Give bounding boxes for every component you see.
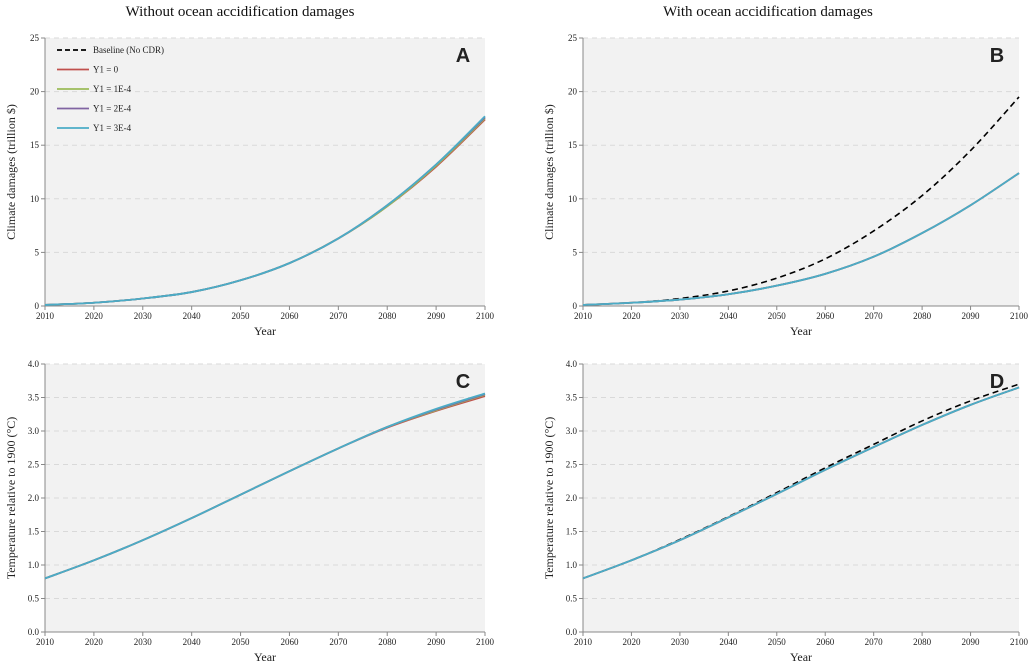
panel-c-x-tick-label: 2020 [85,637,104,647]
panel-d-y-tick-label: 2.5 [566,460,578,470]
panel-b-x-tick-label: 2020 [622,311,641,321]
panel-a-y-axis-title: Climate damages (trillion $) [4,104,18,240]
panel-b-x-tick-label: 2050 [768,311,787,321]
panel-c-y-tick-label: 3.0 [28,426,40,436]
panel-b-x-tick-label: 2010 [574,311,593,321]
panel-d-y-tick-label: 1.0 [566,560,578,570]
panel-a-y-tick-label: 15 [30,140,40,150]
panel-b-y-tick-label: 25 [568,33,578,43]
panel-c-y-tick-label: 0.0 [28,627,40,637]
panel-c-x-tick-label: 2040 [183,637,202,647]
panel-c-x-tick-label: 2050 [232,637,251,647]
panel-d-x-tick-label: 2020 [622,637,641,647]
panel-a-letter: A [456,45,470,67]
panel-b-y-tick-label: 15 [568,140,578,150]
panel-b-letter: B [990,45,1004,67]
panel-a-x-tick-label: 2050 [232,311,251,321]
panel-b-y-tick-label: 5 [573,247,578,257]
panel-d-y-tick-label: 3.0 [566,426,578,436]
panel-b-y-tick-label: 10 [568,194,578,204]
panel-a-x-tick-label: 2080 [378,311,397,321]
panel-c-y-tick-label: 0.5 [28,594,40,604]
panel-d-y-tick-label: 0.0 [566,627,578,637]
panel-b-y-tick-label: 20 [568,87,578,97]
panel-a-y-tick-label: 20 [30,87,40,97]
panel-d-x-tick-label: 2070 [865,637,884,647]
panel-d-y-tick-label: 4.0 [566,359,578,369]
panel-c-y-tick-label: 1.0 [28,560,40,570]
panel-d-x-tick-label: 2080 [913,637,932,647]
panel-d-letter: D [990,371,1004,393]
panel-b-series-line-4 [582,172,1020,306]
panel-c-y-tick-label: 2.0 [28,493,40,503]
panel-a-x-tick-label: 2040 [183,311,202,321]
panel-a-x-tick-label: 2070 [329,311,348,321]
panel-a-x-tick-label: 2060 [280,311,299,321]
panel-d-x-tick-label: 2030 [671,637,690,647]
panel-d-x-tick-label: 2060 [816,637,835,647]
panel-c-x-tick-label: 2090 [427,637,446,647]
panel-c-x-tick-label: 2080 [378,637,397,647]
panel-b-x-tick-label: 2100 [1010,311,1029,321]
panel-d-x-tick-label: 2090 [962,637,981,647]
panel-b-x-axis-title: Year [790,324,812,338]
panel-d-y-tick-label: 3.5 [566,393,578,403]
legend-label-2: Y1 = 1E-4 [93,84,132,94]
panel-d-series-line-4 [582,386,1020,580]
legend-label-3: Y1 = 2E-4 [93,104,132,114]
panel-c-series-line-3 [44,392,486,580]
panel-d-y-axis-title: Temperature relative to 1900 (°C) [542,417,556,580]
panel-d-x-axis-title: Year [790,650,812,664]
panel-a-x-axis-title: Year [254,324,276,338]
panel-a-x-tick-label: 2010 [36,311,55,321]
panel-b-plot-area [583,38,1019,306]
panel-b-y-axis-title: Climate damages (trillion $) [542,104,556,240]
panel-a-x-tick-label: 2090 [427,311,446,321]
panel-c-letter: C [456,371,470,393]
panel-b-x-tick-label: 2040 [719,311,738,321]
panel-d-y-tick-label: 0.5 [566,594,578,604]
panel-c-y-axis-title: Temperature relative to 1900 (°C) [4,417,18,580]
panel-c-y-tick-label: 4.0 [28,359,40,369]
panel-c-y-tick-label: 2.5 [28,460,40,470]
panel-b-x-tick-label: 2060 [816,311,835,321]
panel-c-x-tick-label: 2070 [329,637,348,647]
panel-c-x-tick-label: 2060 [280,637,299,647]
panel-a-x-tick-label: 2100 [476,311,495,321]
panel-c-x-tick-label: 2010 [36,637,55,647]
panel-c-y-tick-label: 3.5 [28,393,40,403]
legend-label-0: Baseline (No CDR) [93,45,164,55]
panel-b-x-tick-label: 2070 [865,311,884,321]
panel-d-x-tick-label: 2010 [574,637,593,647]
panel-a-x-tick-label: 2030 [134,311,153,321]
panel-d-x-tick-label: 2050 [768,637,787,647]
panel-a-x-tick-label: 2020 [85,311,104,321]
panel-a-series-line-3 [44,115,486,306]
right-column-title: With ocean accidification damages [663,4,873,20]
panel-a-plot-area [45,38,485,306]
panel-a-y-tick-label: 10 [30,194,40,204]
panel-a-y-tick-label: 25 [30,33,40,43]
panel-c-x-tick-label: 2100 [476,637,495,647]
panel-d-x-tick-label: 2040 [719,637,738,647]
panel-c-y-tick-label: 1.5 [28,527,40,537]
legend-label-1: Y1 = 0 [93,65,119,75]
panel-c-x-tick-label: 2030 [134,637,153,647]
panel-d-series-line-0 [582,383,1020,580]
panel-d-x-tick-label: 2100 [1010,637,1029,647]
panel-d-y-tick-label: 1.5 [566,527,578,537]
panel-b-x-tick-label: 2080 [913,311,932,321]
left-column-title: Without ocean accidification damages [125,4,355,20]
panel-a-y-tick-label: 0 [35,301,40,311]
panel-a-y-tick-label: 5 [35,247,40,257]
panel-b-x-tick-label: 2090 [962,311,981,321]
legend-label-4: Y1 = 3E-4 [93,123,132,133]
panel-c-x-axis-title: Year [254,650,276,664]
panel-b-x-tick-label: 2030 [671,311,690,321]
panel-b-y-tick-label: 0 [573,301,578,311]
panel-d-y-tick-label: 2.0 [566,493,578,503]
